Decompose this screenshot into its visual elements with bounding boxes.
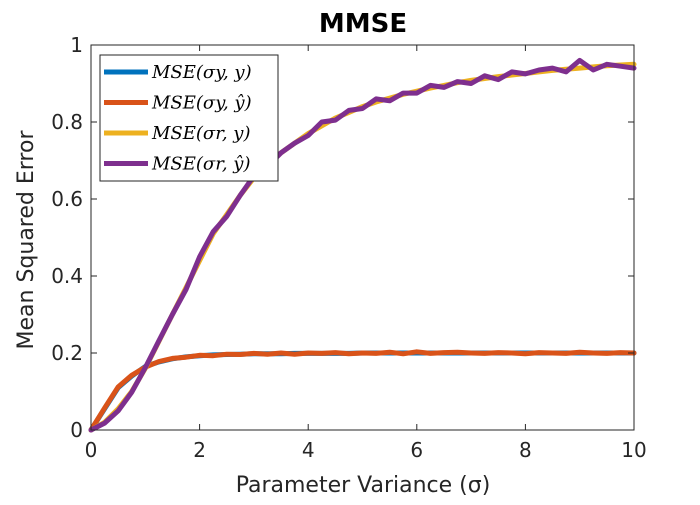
y-tick-label: 0.2 bbox=[51, 341, 83, 365]
chart-title: MMSE bbox=[319, 9, 407, 39]
y-tick-label: 0.8 bbox=[51, 110, 83, 134]
plot-area: 0 2 4 6 8 10 0 0.2 0.4 0.6 0.8 1 bbox=[51, 33, 647, 462]
x-axis-label: Parameter Variance (σ) bbox=[236, 473, 491, 498]
series-line-4 bbox=[88, 57, 637, 433]
legend: MSE(σy, y) MSE(σy, ŷ) MSE(σr, y) MSE(σr, ŷ) bbox=[99, 54, 279, 182]
legend-box bbox=[99, 54, 279, 182]
legend-label-2: MSE(σy, ŷ) bbox=[151, 93, 252, 114]
x-tick-label: 8 bbox=[519, 438, 532, 462]
series-line-2 bbox=[88, 349, 637, 433]
x-tick-label: 6 bbox=[410, 438, 423, 462]
legend-label-4: MSE(σr, ŷ) bbox=[151, 154, 250, 175]
y-tick-label: 0.4 bbox=[51, 264, 83, 288]
legend-label-3: MSE(σr, y) bbox=[151, 123, 250, 144]
x-tick-label: 10 bbox=[621, 438, 646, 462]
legend-label-1: MSE(σy, y) bbox=[151, 62, 252, 83]
y-axis-label: Mean Squared Error bbox=[14, 130, 39, 350]
x-tick-label: 0 bbox=[85, 438, 98, 462]
axes-box bbox=[90, 44, 635, 431]
x-tick-label: 2 bbox=[193, 438, 206, 462]
y-tick-label: 0.6 bbox=[51, 187, 83, 211]
y-tick-label: 1 bbox=[70, 33, 83, 57]
x-tick-label: 4 bbox=[302, 438, 315, 462]
y-tick-label: 0 bbox=[70, 418, 83, 442]
